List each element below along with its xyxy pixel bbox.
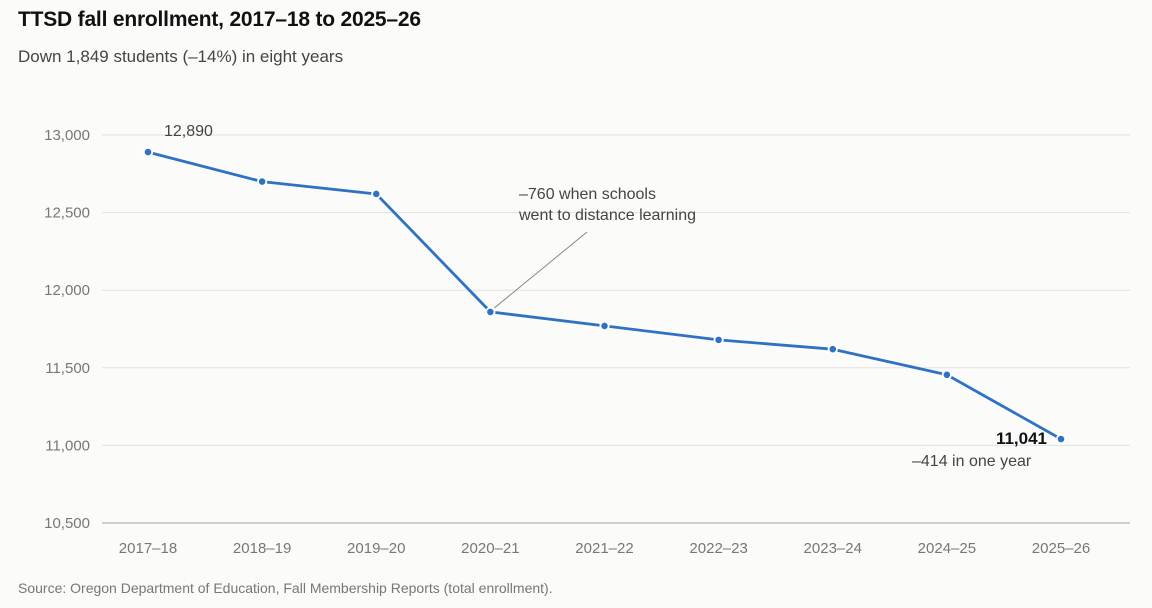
y-axis-ticks: 10,500 11,000 11,500 12,000 12,500 13,000 <box>44 127 90 532</box>
y-tick-label: 12,000 <box>44 282 90 299</box>
data-point <box>827 344 838 355</box>
data-points <box>142 146 1067 445</box>
x-tick-label: 2020–21 <box>461 540 519 557</box>
covid-annotation-line1: –760 when schools <box>519 186 656 203</box>
covid-annotation-leader <box>494 231 588 309</box>
source-note: Source: Oregon Department of Education, … <box>18 580 553 596</box>
data-point <box>1055 433 1067 445</box>
chart-title: TTSD fall enrollment, 2017–18 to 2025–26 <box>18 8 421 31</box>
y-tick-label: 13,000 <box>44 127 90 144</box>
chart-subtitle: Down 1,849 students (–14%) in eight year… <box>18 47 344 66</box>
x-tick-label: 2021–22 <box>575 540 633 557</box>
covid-annotation-line2: went to distance learning <box>518 207 696 224</box>
end-change-note: –414 in one year <box>912 453 1032 470</box>
data-point <box>371 188 382 200</box>
data-point <box>257 176 268 187</box>
y-tick-label: 10,500 <box>44 515 90 532</box>
y-tick-label: 11,500 <box>45 360 90 377</box>
x-tick-label: 2018–19 <box>233 540 291 557</box>
y-tick-label: 11,000 <box>45 437 90 454</box>
x-tick-label: 2023–24 <box>804 540 862 557</box>
x-tick-label: 2025–26 <box>1032 540 1090 557</box>
start-value-label: 12,890 <box>164 123 213 140</box>
data-point <box>713 334 724 345</box>
data-point <box>941 369 952 380</box>
x-tick-label: 2019–20 <box>347 540 405 557</box>
gridlines <box>102 134 1130 524</box>
data-point <box>485 306 496 318</box>
x-tick-label: 2024–25 <box>918 540 976 557</box>
y-tick-label: 12,500 <box>44 205 90 222</box>
x-axis-ticks: 2017–18 2018–19 2019–20 2020–21 2021–22 2022–… <box>119 540 1090 557</box>
data-point <box>142 146 154 158</box>
x-tick-label: 2022–23 <box>689 540 747 557</box>
end-value-label: 11,041 <box>996 429 1047 448</box>
x-tick-label: 2017–18 <box>119 540 177 557</box>
data-point <box>599 320 610 331</box>
